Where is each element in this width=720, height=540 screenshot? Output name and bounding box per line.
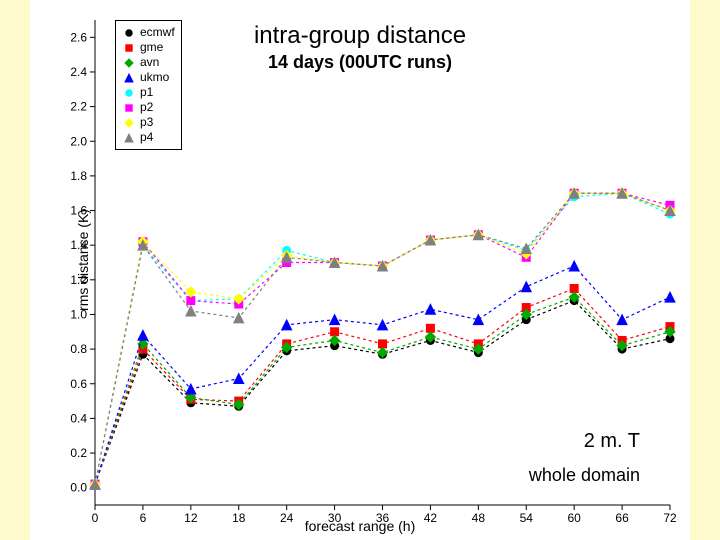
svg-text:0.2: 0.2 [70, 446, 87, 460]
annotation-domain: whole domain [529, 465, 640, 486]
svg-text:0.0: 0.0 [70, 481, 87, 495]
legend-item-ecmwf: ecmwf [122, 25, 175, 40]
legend-label-ecmwf: ecmwf [140, 25, 175, 40]
bg-strip-right [690, 0, 720, 540]
annotation-variable: 2 m. T [584, 430, 640, 453]
plot-area: 0.00.20.40.60.81.01.21.41.61.82.02.22.42… [30, 0, 690, 540]
legend-marker-p2 [122, 102, 136, 114]
legend-label-ukmo: ukmo [140, 70, 169, 85]
legend-item-gme: gme [122, 40, 175, 55]
legend-label-avn: avn [140, 55, 159, 70]
legend-label-gme: gme [140, 40, 163, 55]
legend-label-p3: p3 [140, 115, 153, 130]
svg-text:0.6: 0.6 [70, 377, 87, 391]
legend-marker-gme [122, 42, 136, 54]
legend-item-ukmo: ukmo [122, 70, 175, 85]
svg-text:0.4: 0.4 [70, 411, 87, 425]
legend-item-p2: p2 [122, 100, 175, 115]
legend-marker-avn [122, 57, 136, 69]
bg-strip-left [0, 0, 30, 540]
legend: ecmwfgmeavnukmop1p2p3p4 [115, 20, 182, 150]
legend-label-p2: p2 [140, 100, 153, 115]
legend-item-p3: p3 [122, 115, 175, 130]
svg-text:2.0: 2.0 [70, 134, 87, 148]
legend-label-p4: p4 [140, 130, 153, 145]
series-ukmo [90, 261, 675, 489]
svg-text:1.8: 1.8 [70, 169, 87, 183]
legend-item-p4: p4 [122, 130, 175, 145]
legend-item-p1: p1 [122, 85, 175, 100]
y-axis-label: rms distance (K) [75, 209, 91, 311]
chart-container: 0.00.20.40.60.81.01.21.41.61.82.02.22.42… [0, 0, 720, 540]
svg-text:0.8: 0.8 [70, 342, 87, 356]
legend-label-p1: p1 [140, 85, 153, 100]
legend-marker-ukmo [122, 72, 136, 84]
svg-text:2.2: 2.2 [70, 100, 87, 114]
legend-item-avn: avn [122, 55, 175, 70]
legend-marker-p4 [122, 132, 136, 144]
x-axis-label: forecast range (h) [30, 518, 690, 534]
legend-marker-p1 [122, 87, 136, 99]
legend-marker-ecmwf [122, 27, 136, 39]
legend-marker-p3 [122, 117, 136, 129]
series-gme [91, 284, 674, 488]
